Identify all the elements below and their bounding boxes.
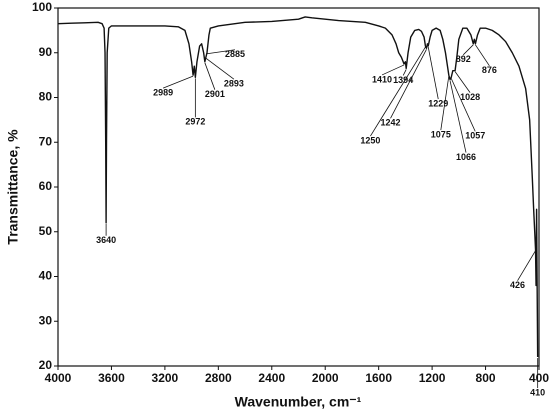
y-tick-label: 70: [39, 134, 53, 148]
y-tick-label: 100: [32, 0, 52, 14]
x-tick-label: 3600: [98, 371, 125, 385]
peak-label: 410: [530, 387, 545, 397]
peak-label: 1410: [372, 74, 392, 84]
y-tick-label: 30: [39, 313, 53, 327]
peak-label: 1394: [393, 75, 413, 85]
peak-leader: [205, 57, 235, 80]
x-axis-title: Wavenumber, cm⁻¹: [235, 394, 362, 410]
peak-leader: [162, 75, 194, 89]
peak-leader: [427, 46, 439, 100]
peak-leader: [370, 46, 426, 137]
peak-label: 2885: [225, 49, 245, 59]
peak-leader: [475, 44, 490, 67]
peak-leader: [450, 78, 476, 132]
y-tick-label: 90: [39, 45, 53, 59]
x-tick-label: 2800: [205, 371, 232, 385]
peak-leader: [206, 49, 236, 55]
peak-label: 1075: [431, 130, 451, 140]
x-tick-label: 2000: [312, 371, 339, 385]
x-tick-label: 2400: [258, 371, 285, 385]
peak-label: 1028: [460, 92, 480, 102]
peak-leader: [449, 80, 467, 153]
peak-label: 2989: [153, 88, 173, 98]
peak-label: 1250: [360, 135, 380, 145]
y-tick-label: 20: [39, 358, 53, 372]
peak-label: 2901: [205, 89, 225, 99]
peak-label: 1229: [428, 98, 448, 108]
spectrum-line: [57, 16, 539, 358]
peak-leader: [517, 250, 536, 281]
peak-leader: [402, 69, 407, 76]
x-tick-label: 4000: [45, 371, 72, 385]
x-tick-label: 1600: [365, 371, 392, 385]
y-tick-label: 40: [39, 269, 53, 283]
peak-leader: [390, 49, 427, 119]
peak-label: 2972: [185, 117, 205, 127]
y-tick-label: 60: [39, 179, 53, 193]
peak-label: 2893: [224, 79, 244, 89]
peak-label: 1242: [380, 118, 400, 128]
peak-label: 3640: [96, 235, 116, 245]
peak-leader: [440, 76, 450, 131]
x-tick-label: 1200: [419, 371, 446, 385]
x-tick-label: 3200: [152, 371, 179, 385]
peak-label: 892: [456, 54, 471, 64]
peak-leader: [454, 71, 471, 93]
peak-leader: [204, 62, 216, 90]
x-tick-label: 800: [476, 371, 496, 385]
peak-label: 1066: [456, 152, 476, 162]
peak-label: 426: [510, 280, 525, 290]
y-axis-title: Transmittance, %: [5, 129, 21, 245]
y-tick-label: 80: [39, 90, 53, 104]
peak-label: 1057: [465, 131, 485, 141]
y-tick-label: 50: [39, 224, 53, 238]
x-tick-label: 400: [529, 371, 549, 385]
peak-label: 876: [482, 65, 497, 75]
peak-leader: [462, 44, 474, 56]
peak-leader: [381, 64, 405, 76]
